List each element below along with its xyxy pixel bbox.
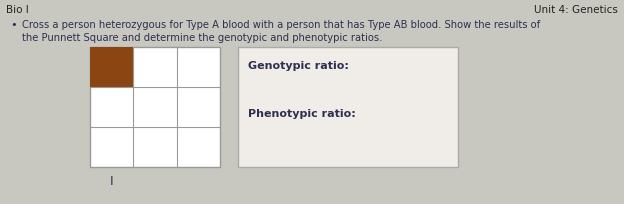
Bar — [238, 47, 458, 167]
Text: Bio I: Bio I — [6, 5, 29, 15]
Text: Unit 4: Genetics: Unit 4: Genetics — [534, 5, 618, 15]
Text: I: I — [110, 175, 114, 188]
Bar — [90, 47, 134, 87]
Text: Cross a person heterozygous for Type A blood with a person that has Type AB bloo: Cross a person heterozygous for Type A b… — [22, 20, 540, 30]
Text: Genotypic ratio:: Genotypic ratio: — [248, 61, 349, 71]
Text: Phenotypic ratio:: Phenotypic ratio: — [248, 109, 356, 119]
Text: •: • — [10, 20, 17, 30]
Text: the Punnett Square and determine the genotypic and phenotypic ratios.: the Punnett Square and determine the gen… — [22, 33, 383, 43]
Bar — [90, 47, 220, 167]
